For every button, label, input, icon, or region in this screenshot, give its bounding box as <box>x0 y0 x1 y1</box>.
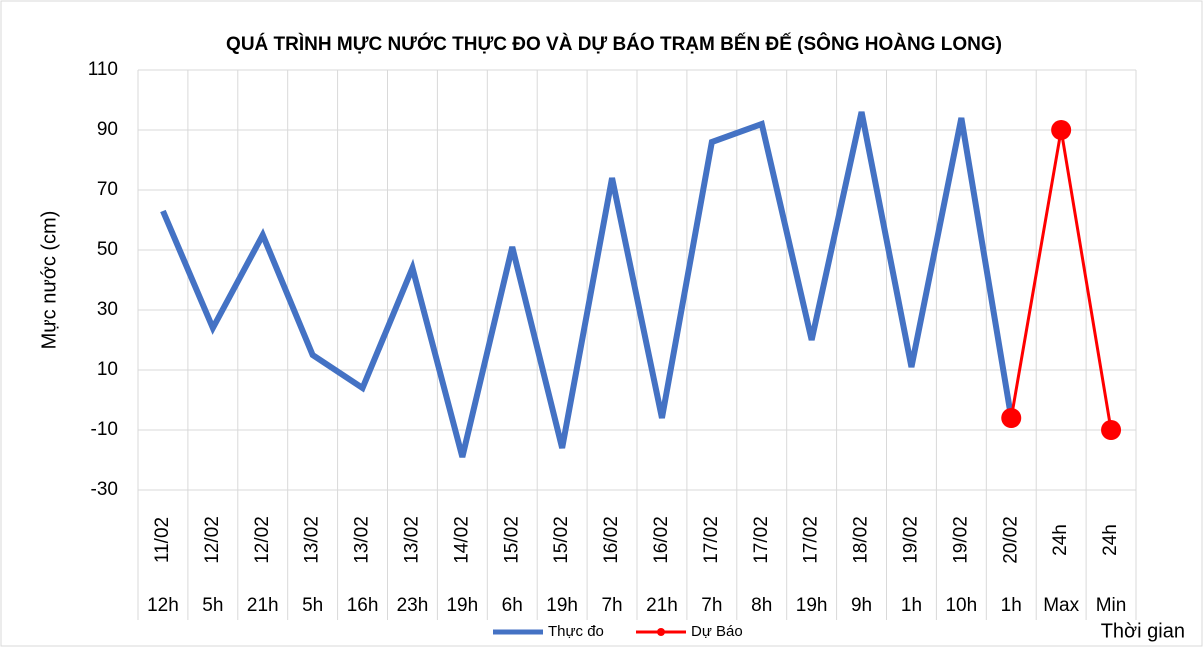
series-line <box>160 111 1015 458</box>
x-tick-label: 1h <box>901 595 922 616</box>
x-date-label: 15/02 <box>551 516 572 564</box>
x-tick-label: 10h <box>945 595 977 616</box>
x-axis-label: Thời gian <box>1101 620 1185 642</box>
x-date-label: 12/02 <box>252 516 273 564</box>
y-tick-label: -30 <box>91 479 118 500</box>
y-tick-label: 30 <box>97 299 118 320</box>
x-date-label: 24h <box>1050 524 1071 556</box>
x-tick-label: 7h <box>701 595 722 616</box>
x-date-label: 18/02 <box>851 516 872 564</box>
x-date-label: 17/02 <box>801 516 822 564</box>
x-tick-label: 23h <box>397 595 429 616</box>
x-date-label: 13/02 <box>352 516 373 564</box>
y-tick-label: -10 <box>91 419 118 440</box>
point-marker <box>1101 420 1122 440</box>
x-tick-label: 12h <box>147 595 179 616</box>
legend-label: Thực đo <box>548 623 604 640</box>
x-tick-label: 5h <box>202 595 223 616</box>
x-tick-label: 7h <box>601 595 622 616</box>
x-date-label: 16/02 <box>601 516 622 564</box>
x-tick-label: 1h <box>1001 595 1022 616</box>
x-tick-label: Max <box>1043 595 1079 616</box>
x-date-label: 13/02 <box>302 516 323 564</box>
x-date-label: 13/02 <box>401 516 422 564</box>
x-date-label: 16/02 <box>651 516 672 564</box>
legend-label: Dự Báo <box>691 623 743 640</box>
x-tick-label: 5h <box>302 595 323 616</box>
x-date-label: 15/02 <box>501 516 522 564</box>
x-tick-label: 21h <box>247 595 279 616</box>
x-tick-label: Min <box>1096 595 1127 616</box>
x-date-label: 20/02 <box>1000 516 1021 564</box>
x-tick-label: 6h <box>502 595 523 616</box>
x-date-label: 12/02 <box>202 516 223 564</box>
x-date-label: 19/02 <box>900 516 921 564</box>
y-tick-label: 110 <box>88 59 118 80</box>
point-marker <box>1001 408 1022 428</box>
x-tick-label: 19h <box>446 595 478 616</box>
x-tick-label: 19h <box>796 595 828 616</box>
y-axis-label: Mực nước (cm) <box>38 211 60 350</box>
x-date-label: 11/02 <box>152 517 173 563</box>
y-tick-label: 70 <box>97 179 118 200</box>
x-date-label: 17/02 <box>751 516 772 564</box>
x-date-label: 19/02 <box>950 516 971 564</box>
x-tick-label: 8h <box>751 595 772 616</box>
point-marker <box>1051 120 1072 140</box>
chart-title: QUÁ TRÌNH MỰC NƯỚC THỰC ĐO VÀ DỰ BÁO TRẠ… <box>226 33 1002 55</box>
x-tick-label: 21h <box>646 595 678 616</box>
y-tick-label: 50 <box>97 239 118 260</box>
x-tick-label: 19h <box>546 595 578 616</box>
legend-marker <box>657 628 665 636</box>
x-tick-label: 9h <box>851 595 872 616</box>
x-date-label: 14/02 <box>451 516 472 564</box>
x-date-label: 24h <box>1100 524 1121 556</box>
y-tick-label: 10 <box>97 359 118 380</box>
x-tick-label: 16h <box>347 595 379 616</box>
y-tick-label: 90 <box>97 119 118 140</box>
x-date-label: 17/02 <box>701 516 722 564</box>
